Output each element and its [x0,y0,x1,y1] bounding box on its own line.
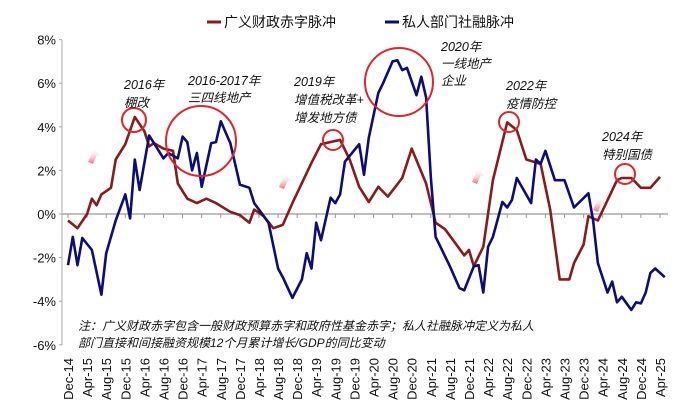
annotation-text: 棚改 [124,96,151,110]
x-tick-label: Apr-17 [195,358,210,397]
x-tick-label: Apr-21 [424,358,439,397]
annotation-year: 2022年 [505,79,548,93]
x-tick-label: Dec-22 [519,358,534,400]
x-tick-label: Aug-19 [328,358,343,400]
x-tick-label: Dec-16 [176,358,191,400]
x-tick-label: Aug-16 [156,358,171,400]
arrow-up-icon [472,168,484,184]
x-tick-label: Dec-18 [290,358,305,400]
annotations: 2016年 棚改 2016-2017年 三四线地产 2019年 增值税改革+ 增… [123,40,654,162]
highlight-circle-2020 [364,47,434,117]
highlight-circle-2019 [322,129,344,151]
highlight-circle-2024 [614,163,636,185]
x-tick-label: Dec-14 [61,358,76,400]
arrow-up-icon [593,196,605,212]
x-tick-label: Apr-19 [309,358,324,397]
y-tick-label: -6% [33,338,57,353]
annotation-year: 2024年 [601,130,644,144]
series-line-private-credit-pulse [66,59,666,312]
x-tick-label: Aug-22 [500,358,515,400]
x-tick-label: Apr-16 [137,358,152,397]
x-ticks: Dec-14 Apr-15 Aug-15 Dec-15 Apr-16 Aug-16 Dec-… [61,214,668,400]
annotation-text: 一线地产 [441,57,493,71]
annotation-year: 2020年 [440,40,483,54]
x-tick-label: Apr-20 [367,358,382,397]
highlight-circle-2016-2017 [165,105,237,177]
series-group [66,59,666,312]
annotation-text: 三四线地产 [188,91,252,105]
footnote-line-2: 部门直接和间接融资规模12个月累计增长/GDP的同比变动 [78,336,387,350]
up-arrows [88,148,605,212]
y-tick-label: 2% [37,163,56,178]
x-tick-label: Aug-24 [615,358,630,400]
x-tick-label: Apr-25 [653,358,668,397]
x-tick-label: Dec-24 [634,358,649,400]
annotation-text: 增发地方债 [294,111,358,125]
x-tick-label: Dec-20 [405,358,420,400]
x-tick-label: Aug-23 [557,358,572,400]
y-tick-label: 6% [37,76,56,91]
x-tick-label: Apr-22 [481,358,496,397]
highlight-circle-2022 [498,111,520,133]
x-tick-label: Aug-15 [99,358,114,400]
y-tick-label: 0% [37,207,56,222]
annotation-text: 企业 [441,74,468,88]
y-tick-label: 8% [37,33,56,48]
x-tick-label: Apr-23 [538,358,553,397]
x-tick-label: Dec-21 [462,358,477,400]
y-tick-label: -2% [33,251,57,266]
x-tick-label: Aug-21 [443,358,458,400]
x-tick-label: Dec-23 [577,358,592,400]
legend-label-private: 私人部门社融脉冲 [402,14,514,30]
x-tick-label: Aug-17 [214,358,229,400]
x-tick-label: Dec-17 [233,358,248,400]
x-tick-label: Aug-18 [271,358,286,400]
annotation-text: 疫情防控 [506,97,559,111]
x-tick-label: Dec-19 [347,358,362,400]
x-tick-label: Aug-20 [386,358,401,400]
x-tick-label: Dec-15 [118,358,133,400]
y-tick-label: -4% [33,294,57,309]
x-tick-label: Apr-18 [252,358,267,397]
arrow-up-icon [279,173,291,189]
y-tick-label: 4% [37,120,56,135]
annotation-text: 增值税改革+ [294,93,364,107]
highlight-circle-2016 [121,107,147,133]
series-line-fiscal-deficit-pulse [67,115,661,281]
annotation-year: 2016-2017年 [187,74,262,88]
legend: 广义财政赤字脉冲 私人部门社融脉冲 [207,14,514,30]
annotation-year: 2016年 [123,78,166,92]
y-ticks: 8% 6% 4% 2% 0% -2% -4% -6% [33,33,62,353]
arrow-up-icon [88,148,100,164]
footnote-line-1: 注：广义财政赤字包含一般财政预算赤字和政府性基金赤字；私人社融脉冲定义为私人 [78,319,534,333]
annotation-text: 特别国债 [602,148,654,162]
annotation-year: 2019年 [293,75,336,89]
x-tick-label: Apr-24 [596,358,611,397]
highlight-circles [121,47,636,185]
legend-label-fiscal: 广义财政赤字脉冲 [224,14,336,30]
x-tick-label: Apr-15 [80,358,95,397]
